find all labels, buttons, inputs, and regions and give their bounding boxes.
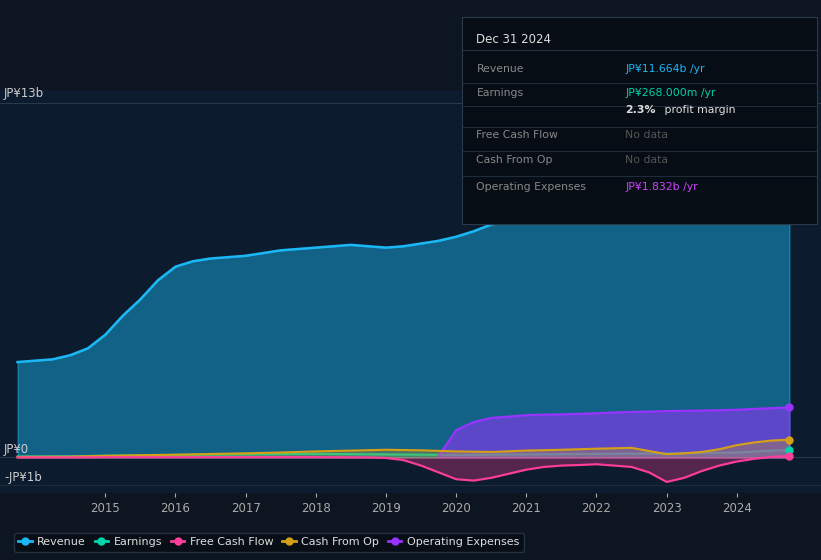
Text: Cash From Op: Cash From Op <box>476 155 553 165</box>
Text: No data: No data <box>626 155 668 165</box>
Text: profit margin: profit margin <box>661 105 736 115</box>
Text: JP¥0: JP¥0 <box>4 444 30 456</box>
Text: 2.3%: 2.3% <box>626 105 656 115</box>
Text: JP¥1.832b /yr: JP¥1.832b /yr <box>626 181 698 192</box>
Text: No data: No data <box>626 130 668 140</box>
Legend: Revenue, Earnings, Free Cash Flow, Cash From Op, Operating Expenses: Revenue, Earnings, Free Cash Flow, Cash … <box>14 533 524 552</box>
Text: Revenue: Revenue <box>476 64 524 73</box>
Text: JP¥11.664b /yr: JP¥11.664b /yr <box>626 64 705 73</box>
Text: Dec 31 2024: Dec 31 2024 <box>476 34 552 46</box>
Text: Operating Expenses: Operating Expenses <box>476 181 586 192</box>
Text: JP¥268.000m /yr: JP¥268.000m /yr <box>626 88 716 99</box>
Text: JP¥13b: JP¥13b <box>4 87 44 100</box>
Text: Earnings: Earnings <box>476 88 524 99</box>
Text: Free Cash Flow: Free Cash Flow <box>476 130 558 140</box>
Text: -JP¥1b: -JP¥1b <box>4 470 42 483</box>
